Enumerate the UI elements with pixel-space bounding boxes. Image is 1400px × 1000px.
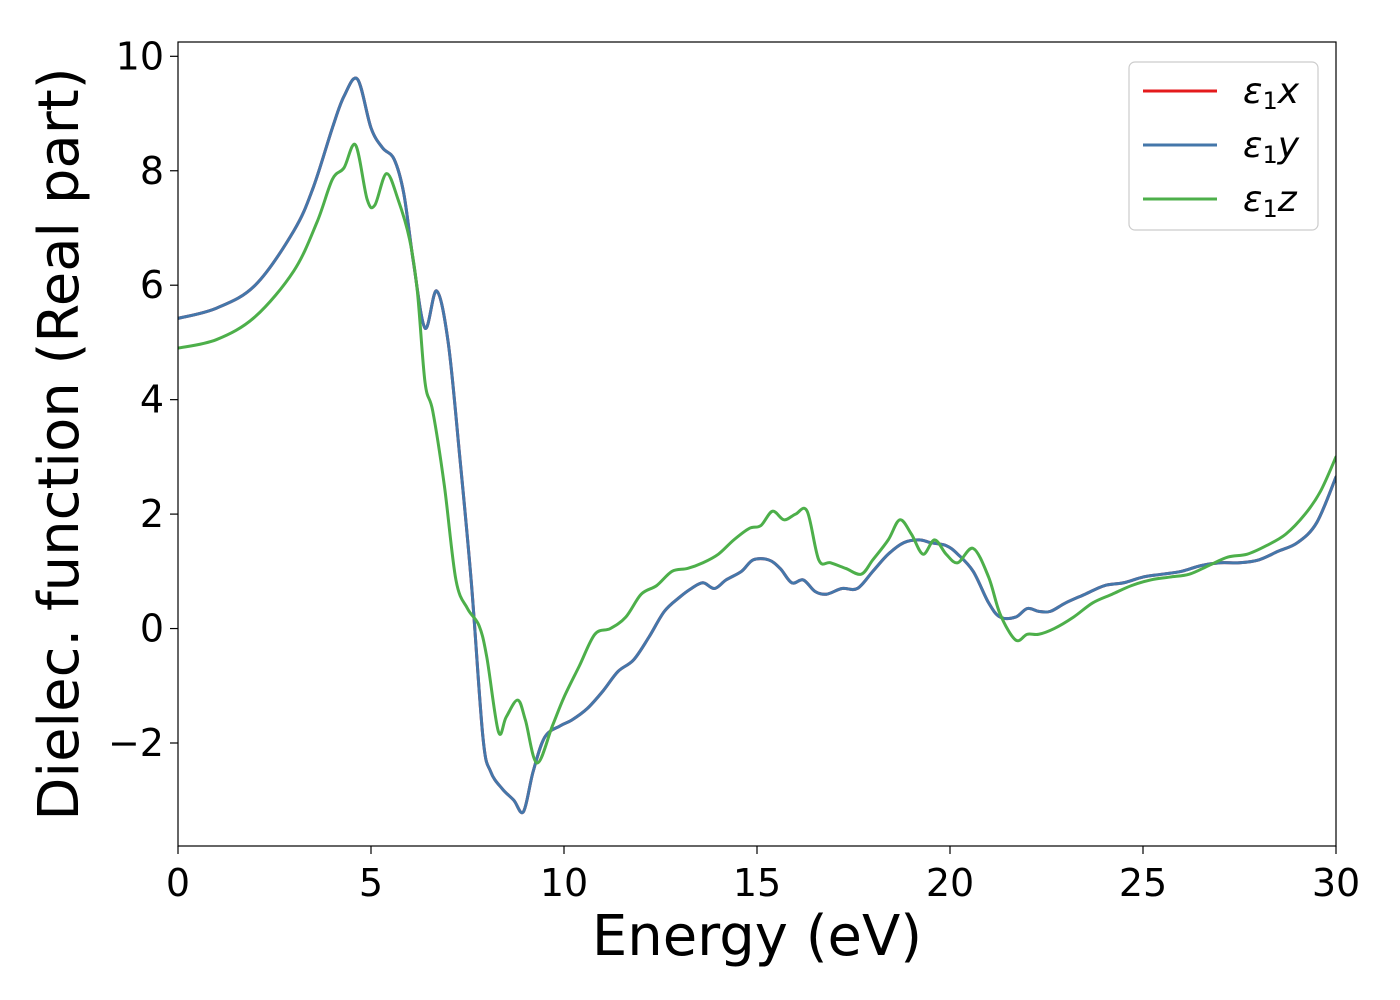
legend-item-z: ε1z <box>1143 179 1298 223</box>
x-tick-label: 15 <box>733 861 781 905</box>
legend-label: ε1x <box>1243 71 1300 115</box>
y-tick-label: 10 <box>116 34 164 78</box>
legend-item-y: ε1y <box>1143 125 1300 169</box>
series-line-z <box>178 142 1336 765</box>
y-axis-label: Dielec. function (Real part) <box>27 67 92 820</box>
y-tick-label: −2 <box>108 721 164 765</box>
y-tick-label: 8 <box>140 149 164 193</box>
x-tick-label: 5 <box>359 861 383 905</box>
y-tick-label: 4 <box>140 378 164 422</box>
legend-box <box>1128 61 1319 231</box>
plot-area <box>177 41 1337 847</box>
x-axis-ticks: 0 5 10 15 20 25 30 <box>166 846 1360 905</box>
legend-label: ε1y <box>1243 125 1300 169</box>
x-tick-label: 20 <box>926 861 974 905</box>
series-layer <box>178 76 1336 815</box>
x-tick-label: 10 <box>540 861 588 905</box>
x-axis-label: Energy (eV) <box>592 904 922 969</box>
series-line-y <box>178 76 1336 815</box>
y-tick-label: 0 <box>140 607 164 651</box>
legend: ε1x ε1y ε1z <box>1128 61 1319 231</box>
x-tick-label: 30 <box>1312 861 1360 905</box>
legend-label: ε1z <box>1243 179 1298 223</box>
x-tick-label: 0 <box>166 861 190 905</box>
legend-item-x: ε1x <box>1143 71 1300 115</box>
y-axis-ticks: −2 0 2 4 6 8 10 <box>108 34 178 765</box>
y-tick-label: 6 <box>140 263 164 307</box>
y-tick-label: 2 <box>140 492 164 536</box>
x-tick-label: 25 <box>1119 861 1167 905</box>
